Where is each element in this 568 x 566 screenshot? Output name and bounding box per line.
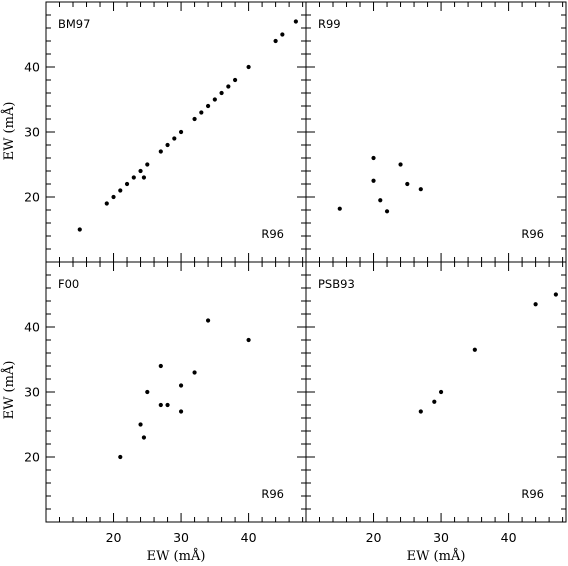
data-point [199,110,204,115]
reference-label: R96 [261,227,284,241]
x-tick-label: 40 [501,530,517,545]
y-tick-label: 40 [24,320,40,335]
panels: 20 30 40 BM97 R96 R99 R96 20 30 40 20 30 40 F00 R96 20 3… [24,1,567,545]
data-point [371,178,376,183]
data-point [192,116,197,122]
data-point [533,302,538,307]
data-point [178,383,184,388]
panel-psb93: 20 30 40 PSB93 R96 [305,261,567,545]
data-point [141,435,147,440]
y-axis-label-top: EW (mÅ) [1,102,17,161]
data-point [405,181,410,187]
panel-frame [45,261,307,523]
x-tick-label: 20 [106,530,122,545]
data-point [118,188,123,193]
data-point [280,32,285,37]
data-point [111,194,116,200]
reference-label: R96 [521,227,544,241]
panel-label: R99 [318,17,341,31]
data-point [418,409,423,414]
data-point [145,162,150,167]
data-point [77,227,82,232]
data-point [371,155,376,161]
panel-frame [305,1,567,263]
data-point [219,90,224,96]
data-point [205,103,211,109]
data-point [246,337,251,343]
data-point [438,389,444,395]
data-point [165,402,170,408]
data-point [104,201,109,206]
data-point [273,38,278,44]
data-point [212,97,217,102]
data-point [131,175,136,180]
y-tick-label: 40 [24,60,40,75]
data-point [337,206,342,211]
data-point [192,370,197,375]
panel-label: PSB93 [318,277,355,291]
y-tick-label: 30 [24,385,40,400]
data-point [232,77,238,83]
data-point [205,318,211,323]
data-point [384,209,390,214]
panel-r99: R99 R96 [305,1,567,263]
y-tick-label: 20 [24,450,40,465]
data-point [293,19,298,24]
x-tick-label: 30 [173,530,189,545]
panel-f00: 20 30 40 20 30 40 F00 R96 [24,261,307,545]
panel-label: BM97 [58,17,90,31]
data-point [398,162,403,167]
data-point [138,422,143,427]
data-point [118,454,123,460]
y-tick-label: 30 [24,125,40,140]
panel-frame [305,261,567,523]
x-tick-label: 20 [366,530,382,545]
reference-label: R96 [521,487,544,501]
data-point [158,402,163,408]
x-axis-label-left: EW (mÅ) [147,548,206,564]
panel-frame [45,1,307,263]
data-point [124,181,130,187]
x-axis-label-right: EW (mÅ) [407,548,466,564]
data-point [553,292,558,297]
panel-bm97: 20 30 40 BM97 R96 [24,1,307,263]
y-axis-label-bottom: EW (mÅ) [1,361,17,420]
data-point [378,198,383,203]
data-point [226,84,231,89]
x-tick-label: 40 [241,530,257,545]
data-point [246,64,251,70]
reference-label: R96 [261,487,284,501]
data-point [165,142,170,148]
data-point [178,409,184,414]
data-point [138,168,143,174]
data-point [418,187,423,192]
x-tick-label: 30 [433,530,449,545]
data-point [172,136,177,141]
data-point [178,129,184,135]
data-point [141,175,147,180]
panel-label: F00 [58,277,79,291]
data-point [472,347,477,352]
data-point [158,363,163,369]
data-point [145,389,150,395]
data-point [158,149,163,154]
data-point [432,399,437,404]
y-tick-label: 20 [24,190,40,205]
